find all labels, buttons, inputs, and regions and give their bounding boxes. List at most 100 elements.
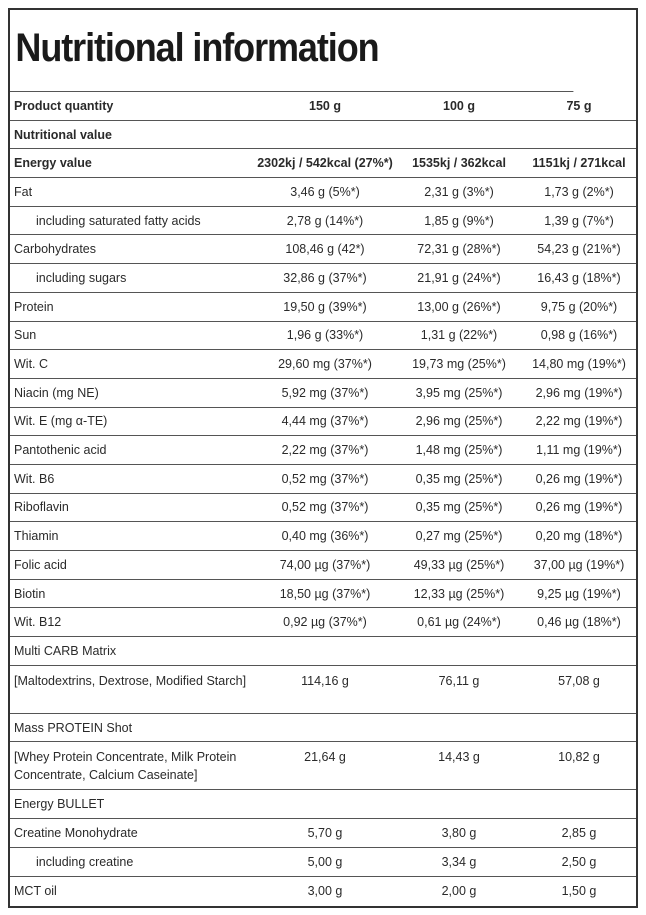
row-value: 0,61 µg (24%*) [417,615,501,630]
row-value: 150 g [309,98,341,113]
row-value: 2,22 mg (19%*) [535,414,623,429]
table-row: including saturated fatty acids 2,78 g (1… [10,207,636,236]
row-value: 0,26 mg (19%*) [535,500,623,515]
row-value: 21,91 g (24%*) [417,270,501,285]
row-label: Wit. B6 [14,471,55,486]
table-row: Pantothenic acid 2,22 mg (37%*) 1,48 mg (2… [10,436,636,465]
row-label: Thiamin [14,529,59,544]
row-value: 1,85 g (9%*) [424,213,494,228]
row-value: 0,35 mg (25%*) [415,500,503,515]
table-row: Sun 1,96 g (33%*) 1,31 g (22%*) 0,98 g (16%… [10,322,636,351]
table-row: Biotin 18,50 µg (37%*) 12,33 µg (25%*) 9,25… [10,580,636,609]
row-label: Fat [14,184,33,199]
row-label: Energy value [14,156,92,171]
table-row: Fat 3,46 g (5%*) 2,31 g (3%*) 1,73 g (2%*) [10,178,636,207]
table-row: MCT oil 3,00 g 2,00 g 1,50 g [10,877,636,906]
table-row: including creatine 5,00 g 3,34 g 2,50 g [10,848,636,877]
row-value: 108,46 g (42*) [285,242,365,257]
row-label: Riboflavin [14,500,69,515]
table-row: Wit. E (mg α-TE) 4,44 mg (37%*) 2,96 mg (2… [10,408,636,437]
row-label: Creatine Monohydrate [14,825,138,840]
row-value: 100 g [443,98,475,113]
row-value: 114,16 g [301,673,349,688]
table-row: Wit. B6 0,52 mg (37%*) 0,35 mg (25%*) 0,26 … [10,465,636,494]
row-label: Energy BULLET [14,797,105,812]
table-row: Energy value 2302kj / 542kcal (27%*) 1535k… [10,149,636,179]
row-value: 2,00 g [441,883,477,898]
row-value: 1,48 mg (25%*) [415,443,503,458]
table-row: Riboflavin 0,52 mg (37%*) 0,35 mg (25%*) 0,… [10,494,636,523]
row-label: Wit. C [14,357,49,372]
row-value: 2302kj / 542kcal (27%*) [257,156,393,171]
row-value: 13,00 g (26%*) [417,299,501,314]
row-value: 5,00 g [307,854,343,869]
row-value: 29,60 mg (37%*) [278,357,372,372]
row-value: 72,31 g (28%*) [417,242,501,257]
table-row: Mass PROTEIN Shot [10,714,636,743]
table-row: Wit. C 29,60 mg (37%*) 19,73 mg (25%*) 14,8… [10,350,636,379]
row-label: Product quantity [14,98,114,113]
row-value: 2,22 mg (37%*) [281,443,369,458]
table-row: [Whey Protein Concentrate, Milk Protein … [10,742,636,791]
row-label: Nutritional value [14,127,112,142]
row-value: 12,33 µg (25%*) [413,586,505,601]
row-value: 0,52 mg (37%*) [281,471,369,486]
table-row: Niacin (mg NE) 5,92 mg (37%*) 3,95 mg (25%… [10,379,636,408]
row-value: 21,64 g [304,750,346,765]
table-row: [Maltodextrins, Dextrose, Modified Starc… [10,666,636,714]
row-value: 2,31 g (3%*) [424,184,494,199]
row-value: 19,50 g (39%*) [283,299,367,314]
row-value: 3,80 g [441,825,477,840]
table-row: Thiamin 0,40 mg (36%*) 0,27 mg (25%*) 0,20 … [10,522,636,551]
row-value: 76,11 g [438,673,480,688]
row-value: 0,98 g (16%*) [540,328,618,343]
row-value: 0,40 mg (36%*) [281,529,369,544]
row-label: Wit. E (mg α-TE) [14,414,108,429]
row-value: 2,85 g [561,825,597,840]
table-row: Folic acid 74,00 µg (37%*) 49,33 µg (25%*)… [10,551,636,580]
row-value: 2,78 g (14%*) [286,213,364,228]
row-value: 1,96 g (33%*) [286,328,364,343]
row-value: 14,43 g [438,750,480,765]
row-value: 1,11 mg (19%*) [536,443,622,458]
row-value: 0,52 mg (37%*) [281,500,369,515]
row-label: MCT oil [14,883,57,898]
row-value: 1535kj / 362kcal [412,156,506,171]
table-row: Nutritional value [10,121,636,150]
row-value: 4,44 mg (37%*) [281,414,369,429]
row-label: Folic acid [14,557,67,572]
row-value: 2,50 g [561,854,597,869]
row-value: 49,33 µg (25%*) [413,557,505,572]
table-row: Multi CARB Matrix [10,637,636,666]
row-value: 54,23 g (21%*) [537,242,621,257]
row-value: 1,31 g (22%*) [420,328,498,343]
row-value: 1,50 g [561,883,597,898]
row-value: 10,82 g [558,750,600,765]
row-value: 0,92 µg (37%*) [283,615,367,630]
row-value: 5,92 mg (37%*) [281,385,369,400]
nutrition-table: Product quantity 150 g 100 g 75 g Nutritiona… [10,92,636,905]
table-row: Protein 19,50 g (39%*) 13,00 g (26%*) 9,75 … [10,293,636,322]
row-value: 74,00 µg (37%*) [279,557,371,572]
row-value: 2,96 mg (25%*) [415,414,503,429]
table-row: including sugars 32,86 g (37%*) 21,91 g (2… [10,264,636,293]
row-value: 75 g [566,98,592,113]
row-label: including creatine [36,854,134,869]
table-row: Creatine Monohydrate 5,70 g 3,80 g 2,85 g [10,819,636,848]
row-label: Sun [14,328,37,343]
row-label: including saturated fatty acids [36,213,201,228]
row-value: 37,00 µg (19%*) [533,557,625,572]
row-value: 0,26 mg (19%*) [535,471,623,486]
row-value: 0,46 µg (18%*) [537,615,621,630]
row-value: 3,34 g [441,854,477,869]
row-label: Carbohydrates [14,242,96,257]
row-label: Biotin [14,586,46,601]
row-value: 9,25 µg (19%*) [537,586,621,601]
row-value: 3,46 g (5%*) [290,184,360,199]
row-value: 1151kj / 271kcal [532,156,626,171]
row-value: 2,96 mg (19%*) [535,385,623,400]
row-label: [Maltodextrins, Dextrose, Modified Starc… [14,673,247,688]
row-value: 0,27 mg (25%*) [415,529,503,544]
table-row: Product quantity 150 g 100 g 75 g [10,92,636,121]
table-row: Energy BULLET [10,790,636,820]
